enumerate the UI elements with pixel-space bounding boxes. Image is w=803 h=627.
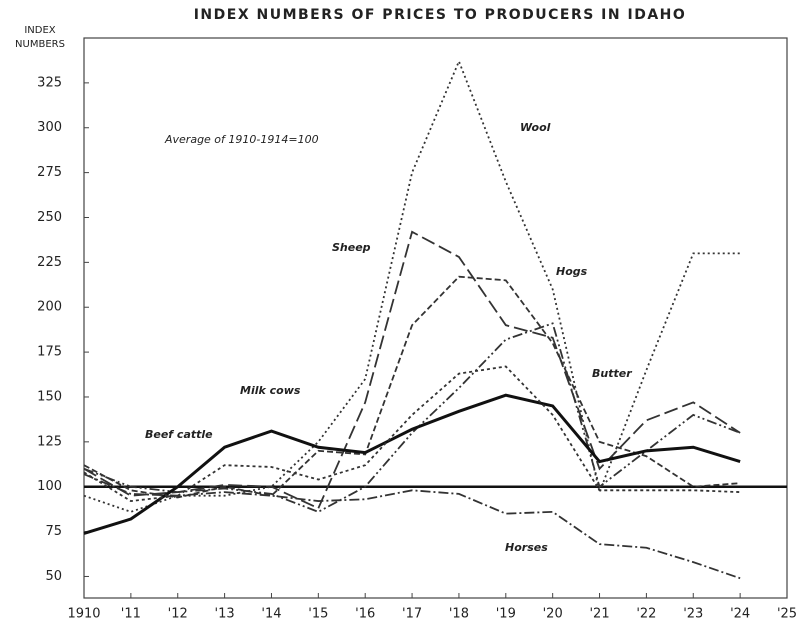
x-tick-label: '23 (683, 607, 703, 622)
y-axis-label: INDEX (24, 25, 55, 36)
y-axis-label: NUMBERS (15, 39, 65, 50)
series-label: Sheep (332, 241, 371, 254)
series-line (83, 393, 741, 535)
series-label: Wool (520, 121, 551, 134)
series-label: Hogs (556, 265, 588, 278)
series-label: Beef cattle (145, 428, 213, 441)
x-tick-label: '11 (121, 607, 141, 622)
series-line (83, 365, 741, 503)
x-tick-label: '12 (168, 607, 188, 622)
x-tick-label: '20 (543, 607, 563, 622)
y-tick-label: 200 (37, 300, 62, 315)
y-tick-label: 250 (37, 210, 62, 225)
x-tick-label: '24 (730, 607, 750, 622)
x-tick-label: '22 (636, 607, 656, 622)
y-tick-label: 300 (37, 120, 62, 135)
y-tick-label: 275 (37, 165, 62, 180)
series-line (83, 58, 741, 513)
series-label: Milk cows (240, 384, 301, 397)
y-tick-label: 50 (45, 569, 62, 584)
x-tick-label: '19 (496, 607, 516, 622)
y-tick-label: 100 (37, 479, 62, 494)
x-tick-label: '13 (215, 607, 235, 622)
x-tick-label: '21 (589, 607, 609, 622)
series-line (83, 230, 741, 510)
series-label: Horses (505, 541, 548, 554)
series-line (83, 473, 741, 580)
y-tick-label: 325 (37, 75, 62, 90)
x-tick-label: '15 (308, 607, 328, 622)
series-label: Butter (592, 367, 632, 380)
x-tick-label: 1910 (67, 607, 100, 622)
y-tick-label: 225 (37, 255, 62, 270)
annotation: Average of 1910-1914=100 (164, 133, 319, 146)
series-line (83, 275, 741, 499)
x-tick-label: '25 (777, 607, 797, 622)
x-tick-label: '17 (402, 607, 422, 622)
x-tick-label: '16 (355, 607, 375, 622)
x-tick-label: '18 (449, 607, 469, 622)
y-tick-label: 75 (45, 524, 62, 539)
y-tick-label: 150 (37, 389, 62, 404)
x-tick-label: '14 (261, 607, 281, 622)
y-tick-label: 175 (37, 345, 62, 360)
chart-title: INDEX NUMBERS OF PRICES TO PRODUCERS IN … (194, 7, 687, 23)
y-tick-label: 125 (37, 434, 62, 449)
plot-frame (83, 37, 788, 599)
